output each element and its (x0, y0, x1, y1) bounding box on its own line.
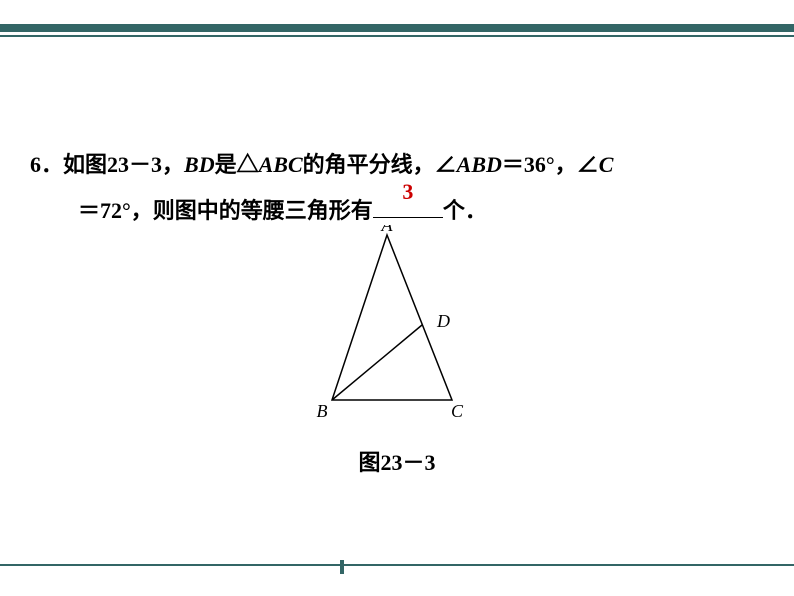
figure-area: A B C D (0, 225, 794, 430)
label-c: C (451, 401, 464, 421)
q-line2-start: ＝72°，则图中的等腰三角形有 (78, 198, 373, 223)
header-rule-left (0, 24, 80, 32)
question-text: 6．如图23－3，BD是△ABC的角平分线，∠ABD＝36°，∠C ＝72°，则… (30, 142, 764, 234)
caption-prefix: 图 (358, 450, 380, 475)
var-c: C (599, 152, 614, 177)
line-bd (332, 325, 422, 400)
q-prefix: 如图23－3， (63, 152, 184, 177)
caption-num: 23－3 (381, 450, 436, 475)
q-mid3: ＝36°，∠ (502, 152, 599, 177)
answer-blank: 3 (373, 217, 443, 218)
triangle-diagram: A B C D (297, 225, 497, 425)
question-line-1: 6．如图23－3，BD是△ABC的角平分线，∠ABD＝36°，∠C (30, 142, 764, 188)
header-rule-right (80, 24, 794, 32)
figure-caption: 图23－3 (0, 445, 794, 477)
question-number: 6． (30, 152, 63, 177)
var-abd: ABD (457, 152, 502, 177)
footer-rule (0, 564, 794, 566)
label-a: A (381, 225, 394, 235)
var-bd: BD (184, 152, 215, 177)
q-mid1: 是△ (215, 152, 259, 177)
label-d: D (436, 311, 450, 331)
header-rule-thin (0, 35, 794, 37)
q-line2-end: 个． (443, 198, 487, 223)
var-abc: ABC (259, 152, 303, 177)
triangle-abc (332, 235, 452, 400)
footer-tick (340, 560, 344, 574)
q-mid2: 的角平分线，∠ (303, 152, 457, 177)
label-b: B (317, 401, 328, 421)
answer-value: 3 (402, 169, 413, 215)
